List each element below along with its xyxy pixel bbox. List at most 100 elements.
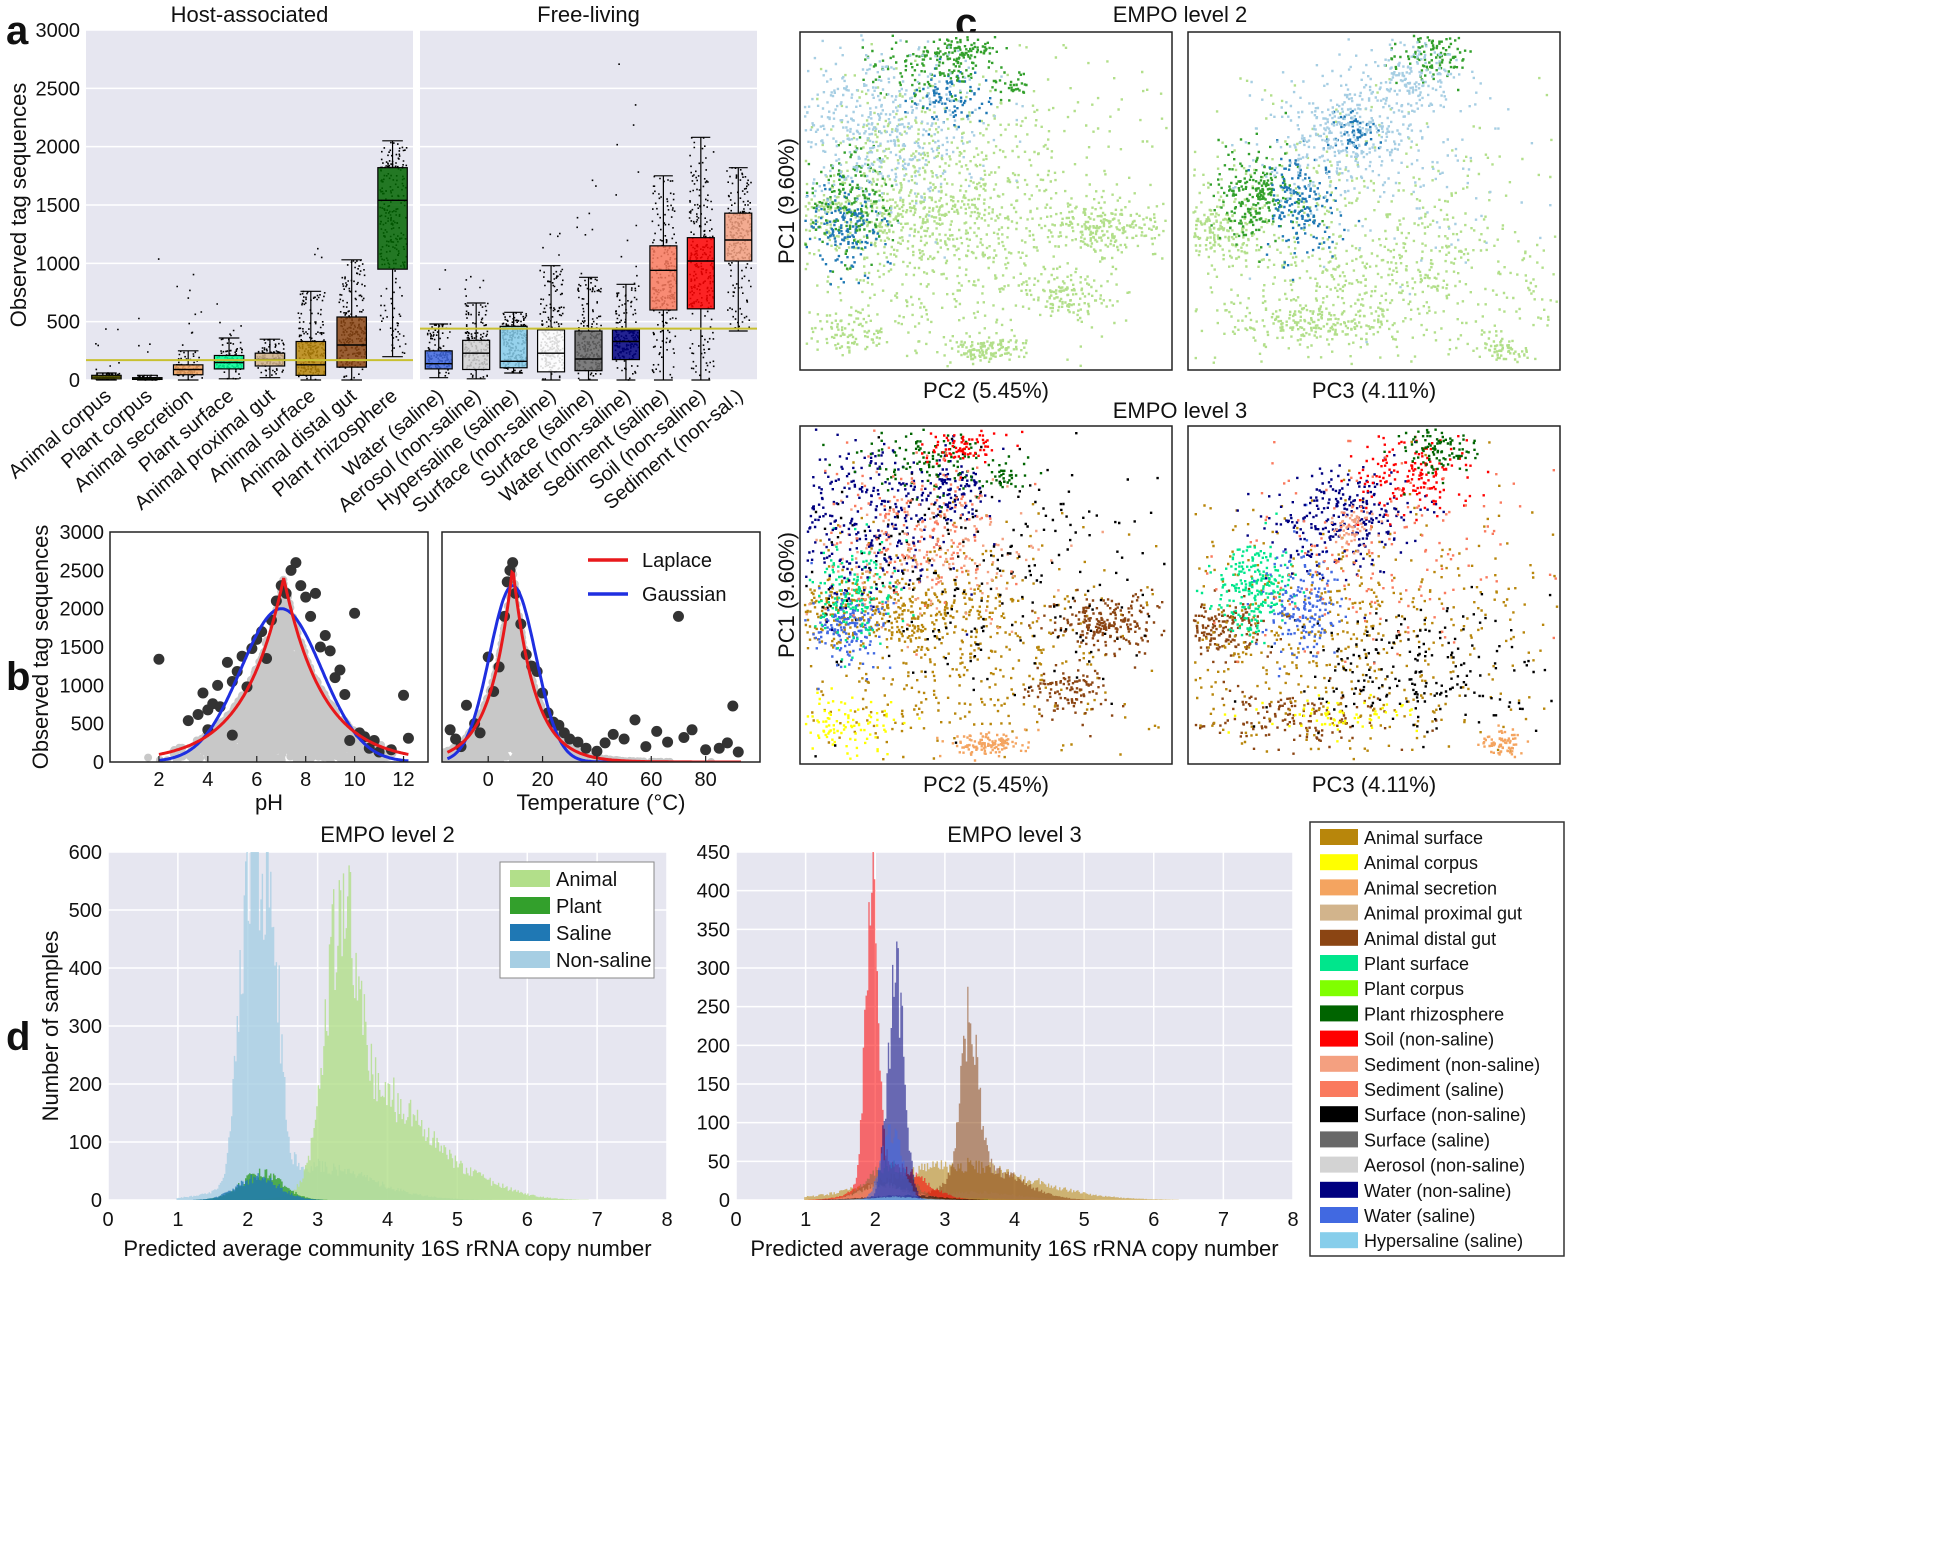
c-points [1246, 503, 1347, 678]
b-dark-point [153, 653, 165, 665]
a-box-sediment-saline [649, 175, 678, 381]
b-dark-point [212, 679, 224, 691]
b-x-tick-label: 60 [640, 769, 662, 791]
b-dark-point [727, 700, 739, 712]
b-dark-point [686, 724, 698, 736]
a-box-body [295, 340, 327, 376]
b-dark-point [344, 735, 356, 747]
a-box-body [686, 237, 715, 310]
b-gray-points [442, 563, 716, 762]
d-y-tick-label: 200 [697, 1035, 730, 1057]
b-dark-point [721, 737, 733, 749]
d-legend-label-animal-surface: Animal surface [1364, 828, 1483, 848]
b-x-tick-label: 10 [343, 769, 365, 791]
b-dark-point [444, 724, 456, 736]
c-points [1022, 588, 1166, 738]
b-dark-point [591, 745, 603, 757]
c-x-axis-label: PC2 (5.45%) [923, 772, 1049, 797]
b-dark-point [300, 591, 312, 603]
c-row-title: EMPO level 3 [1113, 398, 1248, 423]
panel-c: EMPO level 2 PC1 (9.60%) PC2 (5.45%) PC3 (4… [774, 2, 1561, 797]
b-y-tick-label-1: 500 [71, 714, 104, 736]
c-row-title: EMPO level 2 [1113, 2, 1248, 27]
c-frame [1187, 425, 1561, 765]
b-gray-points [144, 575, 397, 762]
d-legend-level3: Animal surface Animal corpus Animal secret… [1309, 821, 1565, 1257]
a-y-tick-label-4: 2000 [36, 137, 81, 159]
d-x-tick-label: 1 [800, 1209, 811, 1231]
d-hist-animal [243, 865, 589, 1200]
b-y-tick-label-2: 1000 [60, 675, 105, 697]
c-subplot [1187, 425, 1561, 765]
c-points [921, 429, 1024, 479]
b-x-tick-label: 40 [586, 769, 608, 791]
c-points [1233, 585, 1553, 749]
b-dark-point [640, 741, 652, 753]
d-legend-label-soil-non-saline: Soil (non-saline) [1364, 1030, 1494, 1050]
c-points [808, 523, 915, 668]
d-legend-label-animal-distal-gut: Animal distal gut [1364, 929, 1496, 949]
a-group-title: Free-living [537, 2, 640, 27]
d-legend-swatch-animal-distal-gut [1320, 929, 1358, 946]
d-x-tick-label: 2 [870, 1209, 881, 1231]
d-legend-swatch-animal-corpus [1320, 854, 1358, 871]
c-points [804, 57, 993, 286]
a-box-plant-surface [213, 303, 245, 380]
b-y-axis-label: Observed tag sequences [28, 525, 53, 770]
d-y-tick-label: 350 [697, 919, 730, 941]
b-dark-point [700, 744, 712, 756]
c-points [805, 432, 1166, 758]
b-dark-point [572, 736, 584, 748]
b-dark-point [651, 725, 663, 737]
d-legend-swatch-animal [510, 870, 550, 887]
d-hist-water-non-saline [865, 941, 927, 1200]
d-legend-swatch-plant-surface [1320, 955, 1358, 971]
d-legend-swatch-aerosol-non-saline [1320, 1156, 1358, 1173]
d-y-tick-label: 600 [69, 842, 102, 864]
d-y-tick-label: 100 [697, 1113, 730, 1135]
d-legend-swatch-animal-surface [1320, 829, 1358, 845]
b-dark-point [290, 557, 302, 569]
d-legend-swatch-plant-rhizosphere [1320, 1005, 1358, 1022]
d-legend-label-hypersaline-saline: Hypersaline (saline) [1364, 1231, 1523, 1251]
d-x-tick-label: 7 [1218, 1209, 1229, 1231]
b-dark-point [618, 733, 630, 745]
d-legend-swatch-animal-secretion [1320, 879, 1358, 896]
c-subplot [1187, 31, 1561, 371]
d-legend-swatch-soil-non-saline [1320, 1030, 1358, 1047]
d-legend-label-animal-corpus: Animal corpus [1364, 853, 1478, 873]
a-box-body [724, 212, 753, 262]
b-y-tick-label-3: 1500 [60, 637, 105, 659]
b-y-tick-label-5: 2500 [60, 560, 105, 582]
b-y-tick-label-4: 2000 [60, 599, 105, 621]
a-box-body [574, 330, 603, 372]
b-dark-point [309, 587, 321, 599]
d-y-tick-label: 50 [708, 1151, 730, 1173]
panel-letter-a: a [6, 9, 29, 53]
c-points [1195, 512, 1306, 645]
c-points [1231, 38, 1552, 344]
b-x-axis-label: Temperature (°C) [517, 790, 686, 815]
d-x-tick-label: 5 [452, 1209, 463, 1231]
c-frame [799, 31, 1173, 371]
a-box-water-non-saline [611, 63, 641, 381]
b-dark-point [398, 689, 410, 701]
b-dark-point [732, 746, 744, 758]
d-x-tick-label: 6 [1148, 1209, 1159, 1231]
a-box-plant-rhizosphere [377, 140, 408, 358]
d-subplot-level3: EMPO level 3 0 50 100 150 200 250 300 350 400 450 0… [697, 822, 1299, 1261]
a-y-tick-label-6: 3000 [36, 20, 81, 42]
b-dark-point [629, 714, 641, 726]
b-dark-point [460, 699, 472, 711]
a-y-tick-label-1: 500 [47, 312, 80, 334]
a-box-animal-distal-gut [336, 259, 368, 381]
a-box-sediment-non-sal [724, 167, 753, 332]
a-subplot-free-living: Free-living [420, 2, 757, 381]
d-legend-swatch-hypersaline-saline [1320, 1232, 1358, 1249]
d-x-tick-label: 6 [522, 1209, 533, 1231]
c-points [1477, 724, 1530, 759]
d-legend-swatch-water-saline [1320, 1207, 1358, 1223]
c-points [1223, 693, 1418, 743]
b-dark-point [450, 733, 462, 745]
